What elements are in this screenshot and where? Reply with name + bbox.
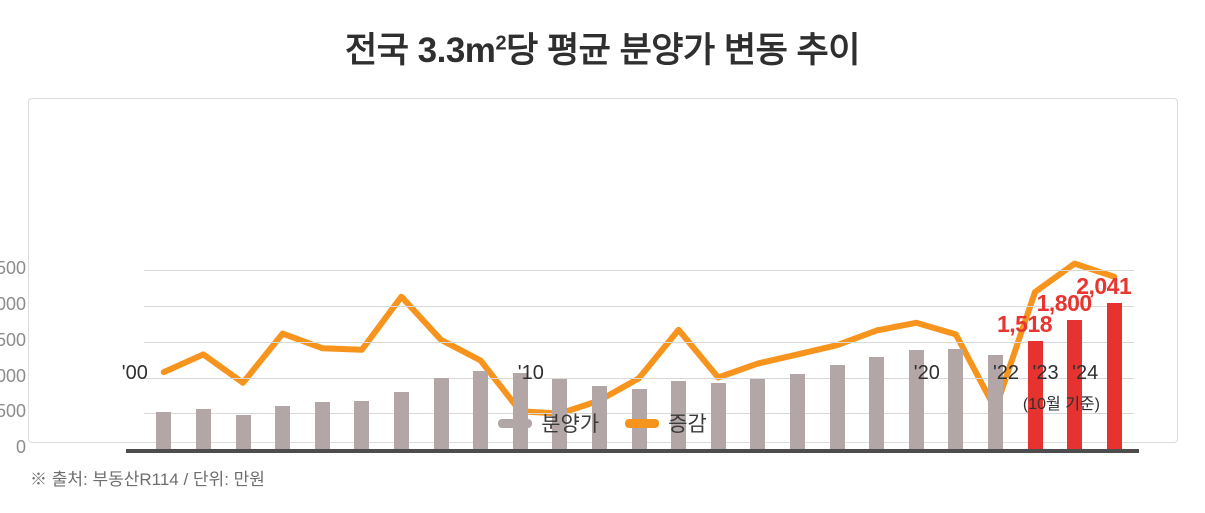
gridline — [144, 377, 1134, 379]
x-axis-line — [126, 449, 1139, 453]
gridline — [144, 270, 1134, 272]
y-axis-left-tick: 500 — [0, 401, 26, 422]
bar-y04 — [314, 402, 330, 449]
y-axis-left-tick: 2000 — [0, 294, 26, 315]
bar-value-label: 1,800 — [1036, 290, 1093, 317]
bar-y08 — [473, 370, 489, 449]
bar-y03 — [275, 405, 291, 449]
bar-y11 — [591, 386, 607, 449]
title-suffix: 당 평균 분양가 변동 추이 — [506, 31, 860, 70]
bar-y16 — [789, 373, 805, 449]
bar-value-label: 2,041 — [1076, 273, 1132, 300]
x-axis-note: (10월 기준) — [1022, 396, 1100, 413]
x-axis-tick: '23 — [1032, 362, 1059, 384]
title-superscript: 2 — [495, 32, 507, 55]
x-axis-tick: '10 — [517, 362, 544, 384]
y-axis-left-tick: 1000 — [0, 365, 26, 386]
bar-y01 — [195, 409, 211, 449]
bar-y09 — [512, 372, 528, 449]
bar-y13 — [671, 381, 687, 449]
bar-y06 — [393, 391, 409, 449]
title-prefix: 전국 3.3m — [345, 31, 496, 70]
bar-y18 — [869, 357, 885, 449]
bar-y14 — [710, 382, 726, 449]
gridline — [144, 341, 1134, 343]
y-axis-left-tick: 1500 — [0, 329, 26, 350]
gridline — [144, 306, 1134, 308]
bar-y23 — [1067, 320, 1083, 449]
page-title: 전국 3.3m2당 평균 분양가 변동 추이 — [0, 22, 1205, 73]
source-note: ※ 출처: 부동산R114 / 단위: 만원 — [30, 470, 265, 489]
bar-y15 — [750, 379, 766, 449]
x-axis-tick: '22 — [992, 362, 1020, 384]
x-axis-tick: '20 — [913, 362, 940, 384]
y-axis-left-tick: 0 — [15, 437, 26, 457]
bar-y17 — [829, 365, 845, 449]
chart-legend: 분양가 증감 — [0, 408, 1205, 438]
legend-item-line: 증감 — [625, 408, 707, 438]
bar-y05 — [354, 400, 370, 449]
bar-y02 — [235, 414, 251, 449]
legend-swatch — [625, 418, 660, 428]
bar-y07 — [433, 378, 449, 449]
bar-y20 — [948, 348, 964, 449]
bar-y22 — [1027, 340, 1043, 449]
bar-value-label: 1,518 — [997, 310, 1053, 337]
bar-y24 — [1106, 303, 1122, 449]
x-axis-tick: '00 — [121, 362, 148, 384]
bar-y10 — [552, 379, 568, 449]
x-axis-tick: '24 — [1072, 362, 1099, 384]
chart-panel: 05001000150020002500-200-10001002003001,… — [0, 98, 1178, 457]
legend-item-bar: 분양가 — [498, 408, 599, 438]
legend-label: 증감 — [668, 413, 707, 436]
legend-label: 분양가 — [541, 413, 600, 436]
bar-y00 — [156, 412, 172, 449]
bar-y19 — [908, 350, 924, 449]
plot-area: 05001000150020002500-200-10001002003001,… — [0, 249, 1139, 457]
legend-swatch — [498, 418, 533, 428]
y-axis-left-tick: 2500 — [0, 258, 26, 279]
bar-y21 — [987, 355, 1003, 449]
